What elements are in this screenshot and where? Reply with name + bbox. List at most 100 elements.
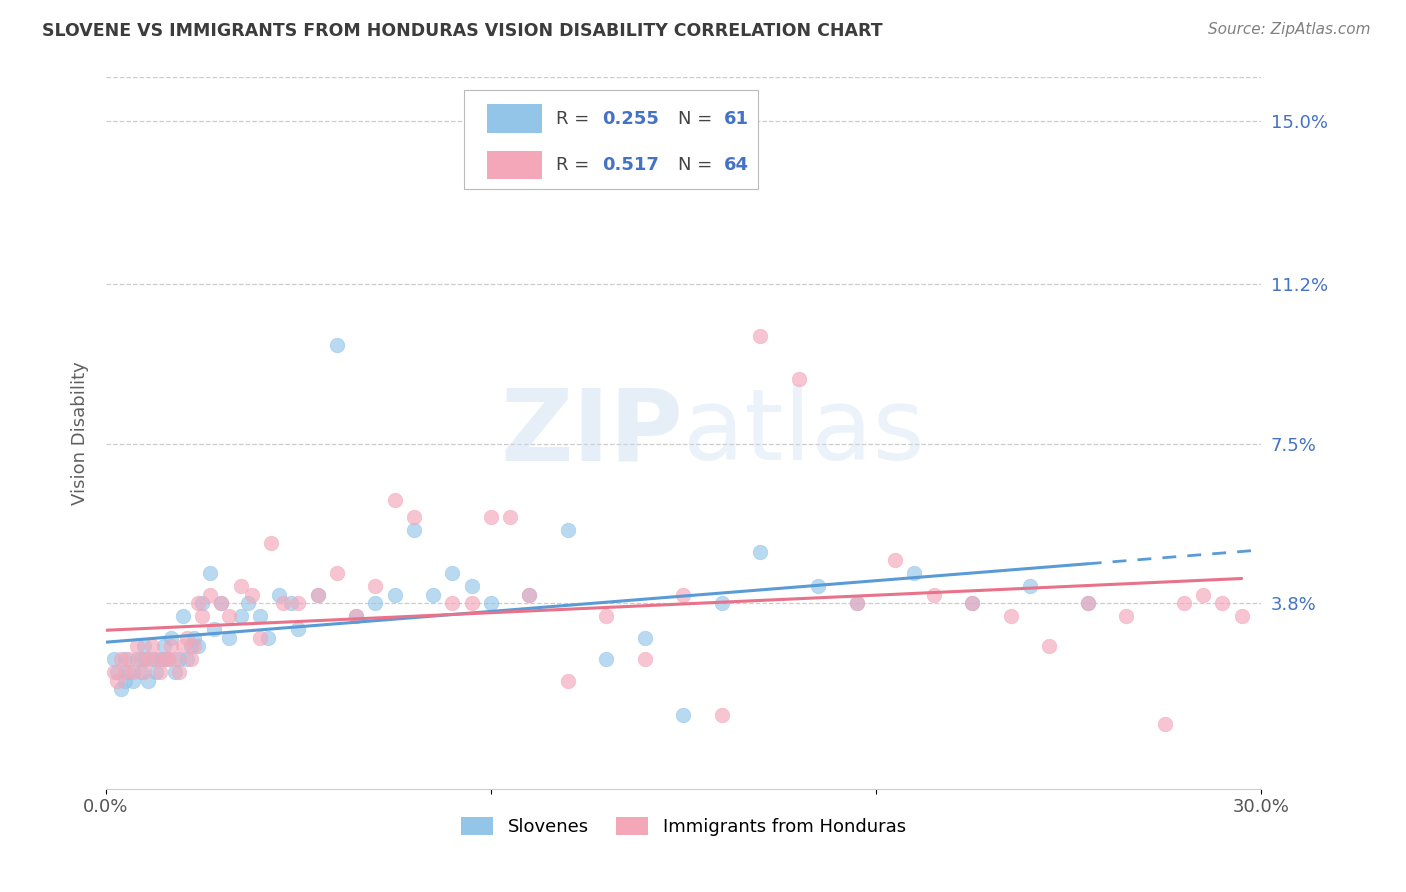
Point (249, 631, 271, 645)
Point (287, 596, 309, 610)
Point (787, 372, 810, 386)
FancyBboxPatch shape (464, 89, 758, 189)
Point (479, 596, 502, 610)
FancyBboxPatch shape (486, 104, 543, 133)
Point (402, 523, 425, 537)
Point (307, 588, 329, 602)
Point (271, 596, 294, 610)
Point (749, 329, 772, 343)
Point (229, 579, 252, 593)
Point (749, 544, 772, 558)
Point (103, 652, 125, 666)
Point (519, 588, 541, 602)
Point (118, 652, 141, 666)
Point (114, 673, 136, 688)
Point (118, 665, 141, 680)
Point (172, 609, 194, 624)
Point (1153, 717, 1175, 731)
Point (960, 596, 983, 610)
Point (499, 510, 522, 524)
Point (1211, 596, 1233, 610)
Point (557, 673, 579, 688)
Text: atlas: atlas (683, 384, 925, 482)
Point (176, 631, 198, 645)
Point (152, 652, 174, 666)
Point (141, 652, 163, 666)
Text: R =: R = (557, 110, 595, 128)
Point (1077, 596, 1099, 610)
Point (165, 665, 187, 680)
Point (129, 665, 152, 680)
Point (1192, 588, 1215, 602)
Point (191, 609, 214, 624)
Point (364, 579, 387, 593)
Point (160, 631, 183, 645)
Point (1173, 596, 1195, 610)
Point (110, 682, 132, 697)
Point (634, 652, 657, 666)
Point (384, 588, 406, 602)
Text: 64: 64 (724, 156, 749, 174)
Point (156, 652, 179, 666)
Point (557, 523, 579, 537)
Point (156, 652, 179, 666)
Point (845, 596, 868, 610)
Point (114, 665, 136, 680)
Point (256, 631, 278, 645)
Point (141, 640, 163, 654)
Point (183, 640, 205, 654)
Point (634, 631, 657, 645)
Point (145, 665, 167, 680)
Point (209, 596, 232, 610)
Text: Source: ZipAtlas.com: Source: ZipAtlas.com (1208, 22, 1371, 37)
Point (595, 609, 617, 624)
Point (191, 596, 214, 610)
Point (110, 652, 132, 666)
Point (176, 652, 198, 666)
Point (1077, 596, 1099, 610)
Point (198, 566, 221, 580)
Point (595, 652, 617, 666)
Point (165, 652, 187, 666)
Point (269, 588, 291, 602)
Point (187, 640, 209, 654)
Point (107, 673, 129, 688)
Point (125, 652, 148, 666)
Point (121, 673, 143, 688)
Point (218, 609, 240, 624)
Point (326, 566, 349, 580)
FancyBboxPatch shape (486, 151, 543, 179)
Point (287, 622, 309, 636)
Point (180, 640, 202, 654)
Point (710, 596, 733, 610)
Point (364, 596, 387, 610)
Point (1230, 609, 1253, 624)
Point (152, 640, 174, 654)
Point (422, 588, 444, 602)
Point (136, 652, 159, 666)
Point (167, 665, 190, 680)
Point (307, 588, 329, 602)
Text: 0.255: 0.255 (603, 110, 659, 128)
Point (121, 665, 143, 680)
Point (922, 588, 945, 602)
Point (145, 652, 167, 666)
Point (114, 652, 136, 666)
Point (136, 673, 159, 688)
Text: 61: 61 (724, 110, 749, 128)
Point (460, 579, 482, 593)
Point (845, 596, 868, 610)
Text: N =: N = (678, 156, 717, 174)
Point (172, 640, 194, 654)
Point (149, 665, 172, 680)
Point (134, 665, 156, 680)
Point (134, 640, 156, 654)
Point (125, 640, 148, 654)
Point (152, 652, 174, 666)
Point (1000, 609, 1022, 624)
Point (167, 652, 190, 666)
Point (710, 708, 733, 723)
Point (218, 631, 240, 645)
Point (479, 510, 502, 524)
Point (202, 622, 225, 636)
